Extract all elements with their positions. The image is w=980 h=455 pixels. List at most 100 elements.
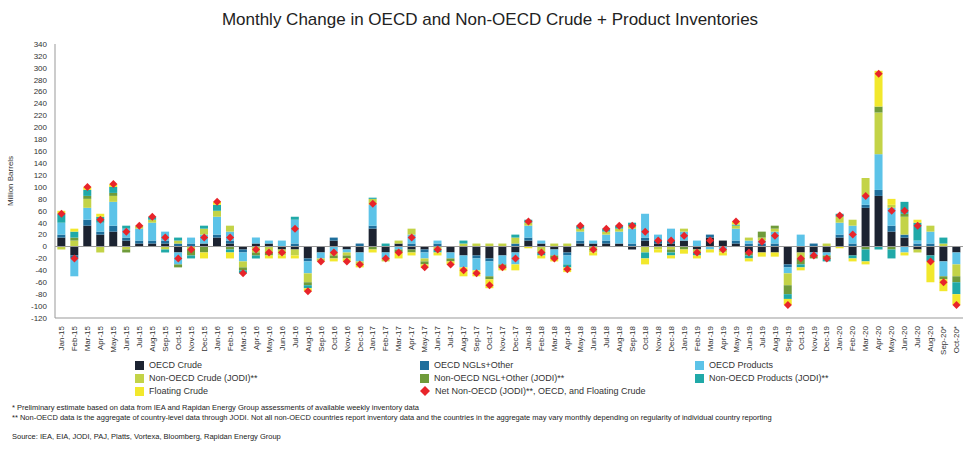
svg-text:Million Barrels: Million Barrels	[8, 156, 15, 206]
svg-text:Aug-16: Aug-16	[304, 325, 313, 351]
svg-text:340: 340	[34, 40, 48, 49]
svg-text:Aug-20: Aug-20	[926, 325, 935, 351]
svg-text:Feb-17: Feb-17	[381, 325, 390, 351]
svg-text:200: 200	[34, 123, 48, 132]
svg-text:300: 300	[34, 64, 48, 73]
svg-text:Feb-19: Feb-19	[693, 325, 702, 351]
svg-text:Jun-20: Jun-20	[900, 325, 909, 350]
svg-text:Apr-20: Apr-20	[874, 325, 883, 350]
svg-text:Jan-18: Jan-18	[524, 325, 533, 350]
svg-text:Nov-16: Nov-16	[343, 325, 352, 351]
svg-text:-80: -80	[35, 290, 47, 299]
svg-text:Mar-19: Mar-19	[706, 325, 715, 351]
svg-text:320: 320	[34, 52, 48, 61]
svg-text:Jul-16: Jul-16	[291, 325, 300, 347]
svg-text:Sep-16: Sep-16	[317, 325, 326, 351]
svg-text:Jan-15: Jan-15	[57, 325, 66, 350]
svg-text:Jul-15: Jul-15	[135, 325, 144, 347]
svg-text:May-20: May-20	[887, 325, 896, 352]
svg-text:Dec-19: Dec-19	[822, 325, 831, 351]
svg-text:180: 180	[34, 135, 48, 144]
svg-text:Oct-19: Oct-19	[797, 325, 806, 350]
svg-text:Dec-15: Dec-15	[200, 325, 209, 351]
svg-text:Aug-19: Aug-19	[771, 325, 780, 351]
svg-text:Mar-18: Mar-18	[550, 325, 559, 351]
svg-text:260: 260	[34, 87, 48, 96]
svg-text:Jun-19: Jun-19	[745, 325, 754, 350]
svg-text:100: 100	[34, 183, 48, 192]
svg-text:Apr-19: Apr-19	[719, 325, 728, 350]
svg-text:-60: -60	[35, 278, 47, 287]
svg-text:Nov-17: Nov-17	[498, 325, 507, 351]
svg-text:Sep-15: Sep-15	[161, 325, 170, 351]
svg-text:Jun-15: Jun-15	[122, 325, 131, 350]
svg-text:Jan-20: Jan-20	[835, 325, 844, 350]
svg-text:Oct-15: Oct-15	[174, 325, 183, 350]
svg-text:-100: -100	[31, 302, 48, 311]
svg-text:Nov-18: Nov-18	[654, 325, 663, 351]
svg-text:Oct-20*: Oct-20*	[952, 326, 961, 353]
html-text:OECD Products: OECD Products	[709, 360, 773, 370]
svg-text:Dec-16: Dec-16	[356, 325, 365, 351]
svg-text:Sep-18: Sep-18	[628, 325, 637, 351]
svg-text:-20: -20	[35, 254, 47, 263]
svg-text:Oct-18: Oct-18	[641, 325, 650, 350]
svg-text:May-18: May-18	[576, 325, 585, 352]
html-text:Monthly Change in OECD and Non: Monthly Change in OECD and Non-OECD Crud…	[221, 10, 759, 29]
svg-text:Jul-18: Jul-18	[602, 325, 611, 347]
svg-text:140: 140	[34, 159, 48, 168]
svg-text:Aug-17: Aug-17	[459, 325, 468, 351]
svg-text:Apr-17: Apr-17	[407, 325, 416, 350]
svg-text:Apr-15: Apr-15	[96, 325, 105, 350]
svg-text:Mar-15: Mar-15	[83, 325, 92, 351]
html-text:OECD Crude: OECD Crude	[149, 360, 202, 370]
svg-text:Sep-17: Sep-17	[472, 325, 481, 351]
svg-text:0: 0	[43, 242, 48, 251]
svg-text:Apr-18: Apr-18	[563, 325, 572, 350]
html-text:Non-OECD Crude (JODI)**: Non-OECD Crude (JODI)**	[149, 373, 258, 383]
svg-text:240: 240	[34, 99, 48, 108]
svg-text:Oct-16: Oct-16	[330, 325, 339, 350]
svg-text:Jul-17: Jul-17	[446, 325, 455, 347]
svg-text:May-16: May-16	[265, 325, 274, 352]
svg-text:Jul-20: Jul-20	[913, 325, 922, 347]
svg-text:Dec-17: Dec-17	[511, 325, 520, 351]
svg-text:Sep-19: Sep-19	[784, 325, 793, 351]
svg-text:Dec-18: Dec-18	[667, 325, 676, 351]
svg-text:Jun-16: Jun-16	[278, 325, 287, 350]
svg-text:Sep-20*: Sep-20*	[939, 326, 948, 355]
html-text:OECD NGLs+Other: OECD NGLs+Other	[434, 360, 514, 370]
svg-text:Feb-20: Feb-20	[848, 325, 857, 351]
svg-text:160: 160	[34, 147, 48, 156]
svg-text:40: 40	[38, 219, 47, 228]
svg-text:Nov-19: Nov-19	[810, 325, 819, 351]
svg-text:Aug-15: Aug-15	[148, 325, 157, 351]
svg-text:80: 80	[38, 195, 47, 204]
svg-text:Feb-15: Feb-15	[70, 325, 79, 351]
svg-text:Nov-15: Nov-15	[187, 325, 196, 351]
svg-text:220: 220	[34, 111, 48, 120]
svg-text:Mar-17: Mar-17	[394, 325, 403, 351]
svg-text:Jan-16: Jan-16	[213, 325, 222, 350]
svg-text:120: 120	[34, 171, 48, 180]
svg-text:60: 60	[38, 207, 47, 216]
svg-text:Feb-16: Feb-16	[226, 325, 235, 351]
svg-text:May-15: May-15	[109, 325, 118, 352]
svg-text:Jun-18: Jun-18	[589, 325, 598, 350]
svg-text:280: 280	[34, 76, 48, 85]
svg-text:-40: -40	[35, 266, 47, 275]
svg-text:Mar-16: Mar-16	[239, 325, 248, 351]
svg-text:-120: -120	[31, 314, 48, 323]
svg-text:Aug-18: Aug-18	[615, 325, 624, 351]
svg-text:May-19: May-19	[732, 325, 741, 352]
svg-text:Jun-17: Jun-17	[433, 325, 442, 350]
svg-text:Mar-20: Mar-20	[861, 325, 870, 351]
svg-text:20: 20	[38, 230, 47, 239]
svg-text:Feb-18: Feb-18	[537, 325, 546, 351]
svg-text:Jan-17: Jan-17	[368, 325, 377, 350]
svg-text:Apr-16: Apr-16	[252, 325, 261, 350]
svg-text:Oct-17: Oct-17	[485, 325, 494, 350]
svg-text:May-17: May-17	[420, 325, 429, 352]
svg-text:Jul-19: Jul-19	[758, 325, 767, 347]
svg-text:Jan-19: Jan-19	[680, 325, 689, 350]
